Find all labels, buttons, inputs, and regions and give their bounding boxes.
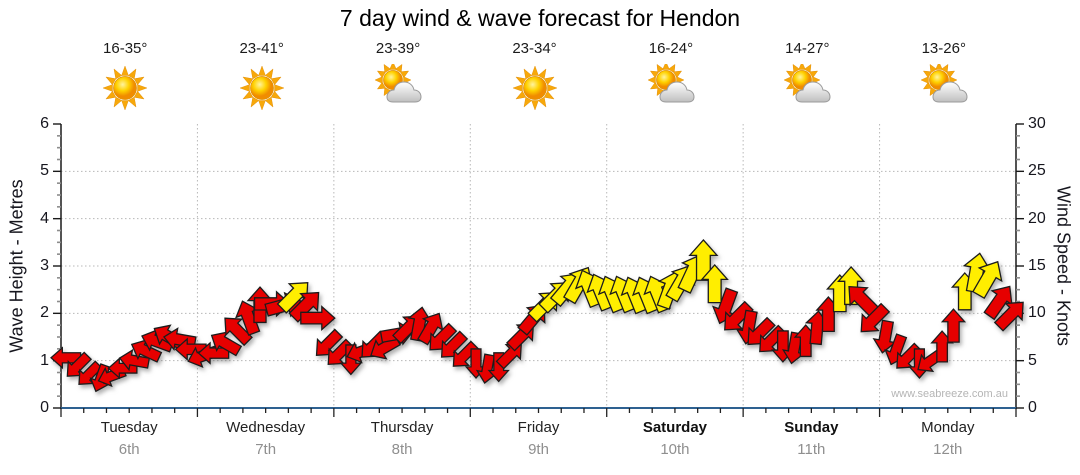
wave-height-tick-label: 5 [40, 162, 49, 180]
x-axis-day-label: Monday [921, 419, 975, 436]
cloud-shape [659, 81, 695, 103]
x-axis-day-label: Tuesday [100, 419, 158, 436]
temperature-range: 13-26° [921, 40, 966, 57]
temperature-range: 14-27° [785, 40, 830, 57]
wave-height-tick-label: 6 [40, 115, 49, 132]
sunny-icon [102, 65, 148, 111]
left-axis-title: Wave Height - Metres [6, 179, 27, 353]
cloud-shape [795, 81, 831, 103]
partly-cloudy-icon [647, 61, 695, 103]
partly-cloudy-icon [783, 61, 831, 103]
partly-cloudy-icon [920, 61, 968, 103]
day-forecast-header: 16-35° [55, 40, 195, 117]
wind-arrow [417, 312, 444, 346]
x-axis-day-label: Saturday [642, 419, 708, 436]
x-axis-date-label: 7th [255, 441, 277, 458]
wind-speed-tick-label: 20 [1028, 209, 1046, 227]
wind-arrow [860, 302, 891, 333]
wave-height-tick-label: 4 [40, 209, 49, 227]
gridlines [61, 124, 1016, 408]
x-axis-date-label: 6th [118, 441, 140, 458]
x-axis-day-label: Thursday [370, 419, 434, 436]
wind-arrow [993, 301, 1024, 332]
cloud-shape [932, 81, 968, 103]
wave-height-tick-label: 2 [40, 304, 49, 322]
x-axis-day-label: Friday [517, 419, 560, 436]
wind-arrow [452, 340, 480, 367]
wind-arrow-series [50, 238, 1024, 393]
day-forecast-header: 23-39° [328, 40, 468, 117]
temperature-range: 23-39° [375, 40, 421, 57]
partly-cloudy-icon [374, 61, 422, 103]
wave-height-tick-label: 3 [40, 257, 49, 274]
sun-shape [102, 65, 148, 111]
sunny-icon [511, 65, 558, 111]
wind-arrow [972, 260, 1003, 300]
chart-title: 7 day wind & wave forecast for Hendon [339, 5, 741, 31]
wind-speed-tick-label: 10 [1028, 304, 1046, 322]
day-forecast-header: 23-41° [192, 40, 332, 117]
wave-height-tick-label: 1 [40, 351, 49, 369]
x-axis-date-label: 12th [933, 441, 963, 458]
x-axis-date-label: 11th [797, 441, 826, 458]
sunny-icon [239, 65, 285, 111]
x-axis-day-label: Sunday [784, 419, 839, 436]
wind-speed-tick-label: 25 [1028, 162, 1046, 180]
wind-arrow [197, 341, 230, 365]
temperature-range: 16-35° [103, 40, 148, 57]
x-axis-date-label: 10th [660, 441, 690, 458]
cloud-shape [386, 81, 422, 103]
wind-arrow [288, 291, 320, 323]
temperature-range: 23-34° [512, 40, 557, 57]
x-axis-date-label: 9th [528, 441, 549, 458]
day-forecast-header: 23-34° [465, 40, 605, 117]
wave-height-tick-label: 0 [40, 399, 49, 416]
day-forecast-header: 13-26° [874, 40, 1014, 117]
wind-arrow [224, 317, 253, 347]
temperature-range: 16-24° [648, 40, 694, 57]
sun-shape [239, 65, 285, 111]
day-forecast-header: 16-24° [601, 40, 741, 117]
wind-arrow [940, 308, 967, 343]
day-forecast-header: 14-27° [737, 40, 877, 117]
temperature-range: 23-41° [239, 40, 284, 57]
sun-shape [511, 65, 558, 111]
wind-speed-tick-label: 30 [1028, 115, 1046, 132]
axes [53, 123, 1024, 417]
wind-arrow [300, 305, 336, 332]
sun-shape [783, 61, 821, 99]
wind-speed-tick-label: 5 [1028, 351, 1037, 369]
wind-arrow [724, 300, 754, 331]
wind-arrow [700, 263, 729, 304]
wind-speed-tick-label: 0 [1028, 399, 1037, 416]
x-axis-day-label: Wednesday [226, 419, 306, 436]
wind-arrow [118, 348, 151, 372]
watermark-text: www.seabreeze.com.au [891, 388, 1008, 400]
right-axis-title: Wind Speed - Knots [1053, 185, 1074, 347]
x-axis-date-label: 8th [391, 441, 413, 458]
wind-speed-tick-label: 15 [1028, 257, 1046, 274]
